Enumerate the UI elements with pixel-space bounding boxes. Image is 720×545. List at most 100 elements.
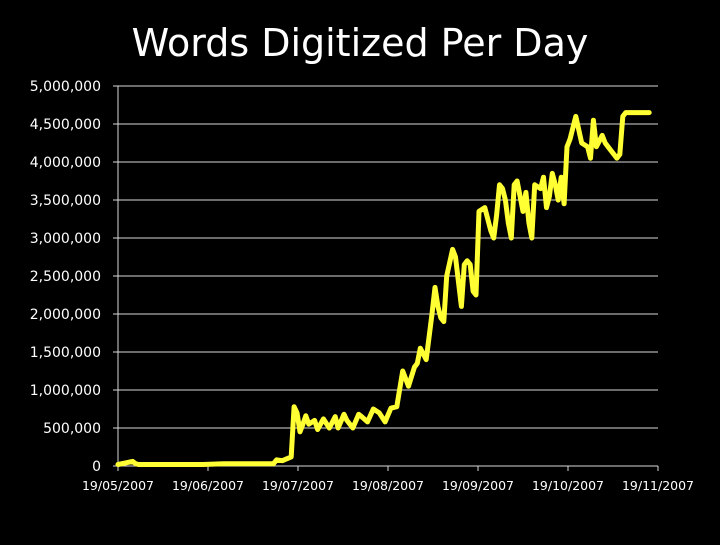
data-point: [627, 111, 631, 115]
x-tick-label: 19/06/2007: [172, 478, 244, 493]
y-tick-label: 500,000: [43, 421, 101, 437]
data-point: [591, 118, 595, 122]
data-point: [468, 263, 472, 267]
data-point: [436, 304, 440, 308]
x-tick-label: 19/05/2007: [82, 478, 154, 493]
data-point: [442, 320, 446, 324]
data-point: [492, 236, 496, 240]
data-point: [542, 175, 545, 179]
data-point: [313, 418, 317, 422]
x-tick-label: 19/09/2007: [442, 478, 514, 493]
data-point: [495, 213, 499, 217]
data-point: [498, 183, 501, 187]
data-point: [606, 145, 610, 149]
data-point: [503, 198, 507, 202]
y-tick-label: 1,000,000: [30, 383, 101, 399]
data-point: [550, 171, 554, 175]
data-point: [137, 463, 140, 466]
data-point: [351, 426, 355, 430]
data-point: [477, 209, 481, 213]
data-point: [131, 459, 135, 463]
data-point: [600, 133, 604, 137]
data-point: [307, 422, 311, 426]
data-point: [562, 202, 566, 206]
y-tick-label: 4,000,000: [30, 155, 101, 171]
data-point: [295, 411, 299, 415]
data-point: [524, 190, 528, 194]
data-point: [501, 187, 504, 191]
data-point: [568, 137, 572, 141]
data-point: [342, 412, 346, 416]
y-tick-label: 5,000,000: [30, 79, 101, 95]
data-point: [357, 412, 361, 416]
data-point: [360, 415, 364, 419]
data-point: [580, 141, 584, 145]
data-point: [418, 346, 422, 350]
data-point: [509, 236, 513, 240]
data-point: [222, 462, 226, 466]
data-point: [395, 405, 399, 409]
data-point: [272, 462, 275, 466]
data-point: [292, 405, 296, 409]
data-point: [427, 335, 431, 339]
data-point: [301, 422, 305, 426]
data-point: [636, 111, 639, 115]
data-point: [594, 145, 598, 149]
data-point: [280, 459, 284, 463]
x-tick-label: 19/10/2007: [532, 478, 604, 493]
data-point: [559, 175, 563, 179]
data-point: [366, 420, 369, 424]
data-point: [630, 111, 634, 115]
data-point: [371, 407, 375, 411]
y-tick-label: 0: [92, 459, 101, 475]
data-point: [377, 411, 381, 415]
data-point: [462, 263, 466, 267]
data-point: [316, 428, 320, 431]
data-point: [401, 369, 405, 373]
data-point: [451, 247, 455, 251]
gridlines: [118, 85, 658, 429]
data-point: [545, 206, 548, 210]
data-point: [624, 111, 628, 115]
data-point: [641, 111, 645, 115]
data-point: [160, 463, 164, 466]
y-tick-label: 2,500,000: [30, 269, 101, 285]
data-point: [445, 274, 449, 278]
data-point: [333, 415, 337, 419]
data-point: [145, 463, 149, 466]
data-point: [618, 152, 622, 156]
x-tick-labels: 19/05/2007 19/06/2007 19/07/2007 19/08/2007…: [82, 466, 694, 493]
data-point: [512, 183, 516, 187]
data-point: [433, 285, 437, 289]
x-tick-label: 19/11/2007: [622, 478, 694, 493]
data-point: [298, 430, 302, 434]
data-point: [327, 426, 331, 430]
y-tick-label: 3,000,000: [30, 231, 101, 247]
data-point: [345, 418, 349, 422]
data-point: [547, 194, 551, 198]
data-point: [638, 111, 642, 115]
data-point: [506, 221, 510, 225]
data-point: [586, 145, 590, 149]
data-point: [633, 111, 636, 115]
data-point: [134, 462, 138, 466]
data-point: [181, 463, 185, 466]
data-point: [465, 259, 469, 263]
data-point: [483, 206, 487, 210]
data-point: [430, 312, 434, 316]
series-line: [115, 110, 652, 467]
data-point: [530, 236, 534, 240]
data-point: [415, 361, 419, 365]
series-layer: [115, 110, 652, 467]
data-point: [647, 111, 651, 115]
data-point: [474, 293, 478, 297]
data-point: [621, 114, 625, 118]
data-point: [589, 156, 592, 160]
y-tick-label: 4,500,000: [30, 117, 101, 133]
data-point: [615, 156, 619, 160]
y-tick-label: 2,000,000: [30, 307, 101, 323]
data-point: [644, 111, 648, 115]
data-point: [275, 458, 278, 462]
